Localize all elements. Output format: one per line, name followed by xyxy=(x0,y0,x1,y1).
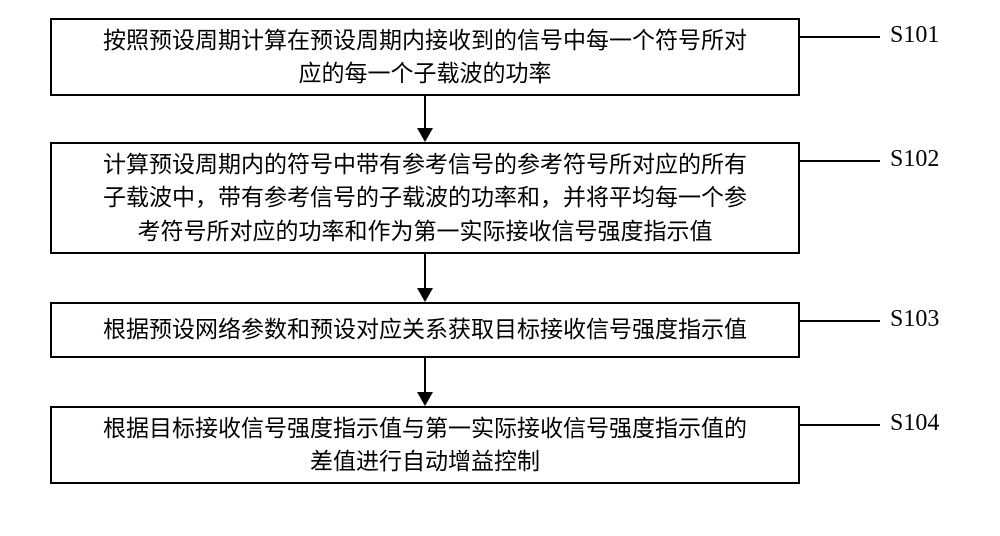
flow-step-text: 按照预设周期计算在预设周期内接收到的信号中每一个符号所对应的每一个子载波的功率 xyxy=(70,24,780,91)
arrow-down-icon xyxy=(417,128,433,142)
connector-line xyxy=(424,96,426,128)
connector-line xyxy=(424,358,426,392)
step-label: S104 xyxy=(890,410,939,437)
connector-line xyxy=(424,254,426,288)
step-label: S102 xyxy=(890,146,939,173)
flow-step-box: 根据预设网络参数和预设对应关系获取目标接收信号强度指示值 xyxy=(50,302,800,358)
flow-step-text: 根据目标接收信号强度指示值与第一实际接收信号强度指示值的差值进行自动增益控制 xyxy=(70,412,780,479)
flow-step-text: 根据预设网络参数和预设对应关系获取目标接收信号强度指示值 xyxy=(70,313,780,346)
lead-line xyxy=(800,320,880,322)
arrow-down-icon xyxy=(417,288,433,302)
lead-line xyxy=(800,36,880,38)
step-label: S103 xyxy=(890,306,939,333)
lead-line xyxy=(800,424,880,426)
arrow-down-icon xyxy=(417,392,433,406)
step-label: S101 xyxy=(890,22,939,49)
flow-step-text: 计算预设周期内的符号中带有参考信号的参考符号所对应的所有子载波中，带有参考信号的… xyxy=(70,148,780,248)
flow-step-box: 计算预设周期内的符号中带有参考信号的参考符号所对应的所有子载波中，带有参考信号的… xyxy=(50,142,800,254)
flow-step-box: 根据目标接收信号强度指示值与第一实际接收信号强度指示值的差值进行自动增益控制 xyxy=(50,406,800,484)
flowchart-canvas: 按照预设周期计算在预设周期内接收到的信号中每一个符号所对应的每一个子载波的功率 S… xyxy=(0,0,1000,536)
flow-step-box: 按照预设周期计算在预设周期内接收到的信号中每一个符号所对应的每一个子载波的功率 xyxy=(50,18,800,96)
lead-line xyxy=(800,160,880,162)
